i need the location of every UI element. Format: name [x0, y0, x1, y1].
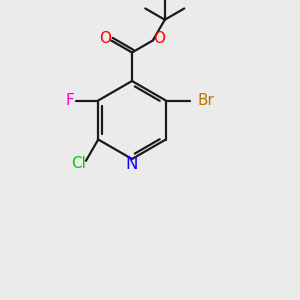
Text: F: F — [65, 93, 74, 108]
Text: N: N — [126, 155, 138, 173]
Text: Cl: Cl — [71, 156, 86, 171]
Text: O: O — [99, 31, 111, 46]
Text: Br: Br — [197, 93, 214, 108]
Text: O: O — [153, 31, 165, 46]
